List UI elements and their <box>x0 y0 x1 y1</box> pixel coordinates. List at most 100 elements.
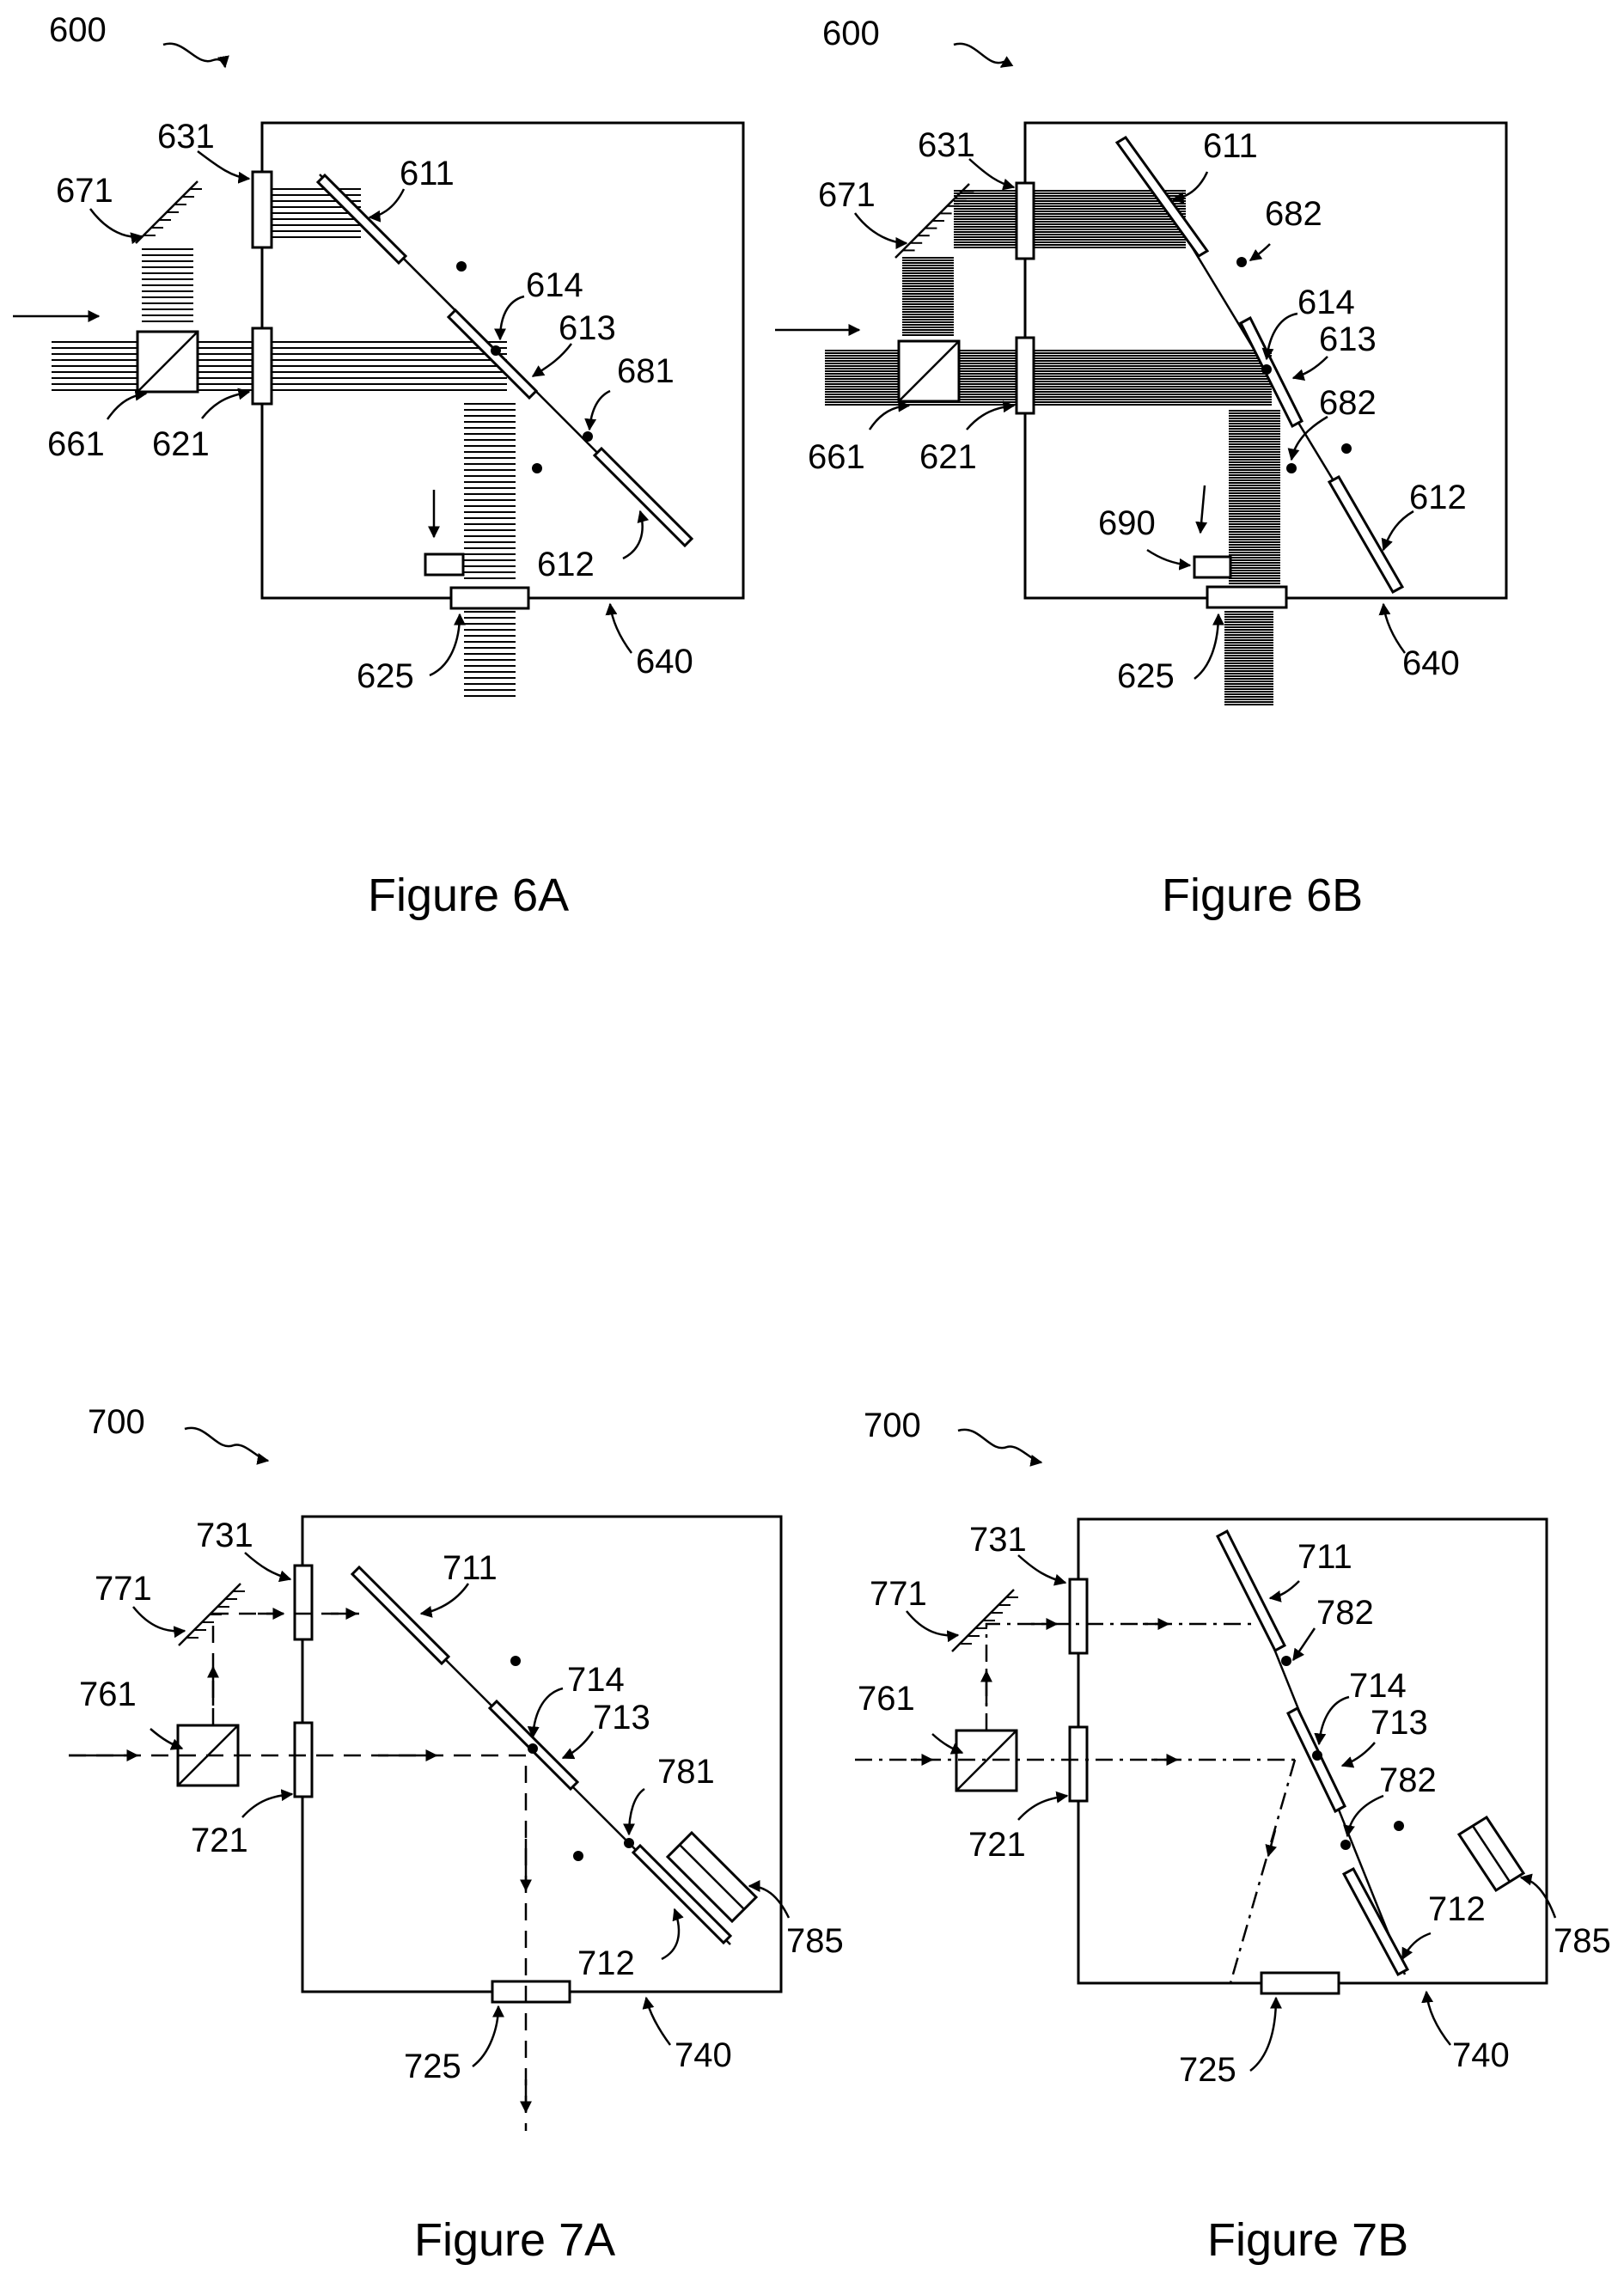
figure-7b: 700 731 711 771 782 761 714 713 782 721 … <box>855 1407 1611 2266</box>
figure-6a: 600 631 611 671 614 613 681 661 621 612 … <box>13 11 743 921</box>
label-714: 714 <box>1349 1667 1407 1705</box>
leader-611 <box>369 189 404 217</box>
squiggle-600 <box>163 44 225 67</box>
label-682b: 682 <box>1319 384 1377 422</box>
window-625 <box>1207 587 1286 607</box>
reflector-711 <box>1218 1531 1285 1651</box>
label-731: 731 <box>196 1517 253 1554</box>
label-625: 625 <box>357 657 414 695</box>
label-721: 721 <box>968 1826 1026 1864</box>
label-700: 700 <box>864 1407 921 1444</box>
label-612: 612 <box>537 546 595 583</box>
window-721 <box>1070 1727 1087 1801</box>
label-782b: 782 <box>1379 1761 1437 1799</box>
point-682 <box>456 261 467 272</box>
window-625 <box>451 588 528 608</box>
label-611: 611 <box>400 155 455 192</box>
leader-621 <box>202 392 249 418</box>
label-671: 671 <box>56 172 113 210</box>
label-682a: 682 <box>1265 195 1322 233</box>
label-640: 640 <box>636 643 693 681</box>
squiggle-700 <box>958 1430 1041 1462</box>
leader-782 <box>1293 1628 1315 1660</box>
point-783 <box>573 1851 583 1861</box>
reflector-711 <box>352 1567 449 1663</box>
window-731 <box>1070 1579 1087 1653</box>
leader-731 <box>1018 1555 1065 1583</box>
point-682b <box>1286 463 1297 473</box>
label-631: 631 <box>918 126 975 164</box>
point-614 <box>491 345 501 356</box>
leader-713 <box>1342 1743 1375 1766</box>
leader-740 <box>646 1998 670 2045</box>
mirror-671 <box>136 181 202 243</box>
squiggle-600 <box>954 44 1008 67</box>
label-613: 613 <box>1319 320 1377 358</box>
leader-771 <box>133 1607 185 1631</box>
leader-661 <box>870 406 909 430</box>
label-711: 711 <box>1297 1538 1352 1576</box>
label-761: 761 <box>79 1676 137 1713</box>
label-713: 713 <box>593 1699 650 1737</box>
leader-613 <box>1293 357 1328 378</box>
leader-725 <box>473 2006 498 2066</box>
output-arrow <box>1200 485 1205 533</box>
label-661: 661 <box>47 425 105 463</box>
label-611: 611 <box>1203 127 1258 165</box>
leader-625 <box>430 614 460 675</box>
leader-631 <box>969 159 1014 187</box>
leader-612 <box>623 511 643 559</box>
caption-figure-6a: Figure 6A <box>368 870 569 921</box>
leader-714 <box>533 1688 563 1737</box>
point-614 <box>1261 364 1272 375</box>
label-613: 613 <box>559 309 616 347</box>
point-714 <box>1312 1750 1322 1761</box>
leader-621 <box>967 406 1014 430</box>
point-782 <box>1281 1656 1291 1666</box>
window-725 <box>1261 1973 1339 1993</box>
point-783 <box>1394 1821 1404 1831</box>
label-712: 712 <box>1428 1890 1486 1928</box>
leader-785 <box>1521 1877 1555 1918</box>
figure-6b: 600 631 611 682 671 614 613 682 661 621 … <box>775 15 1506 921</box>
leader-785 <box>749 1886 789 1918</box>
label-712: 712 <box>577 1944 635 1982</box>
leader-781 <box>629 1789 644 1834</box>
leader-712 <box>1402 1933 1431 1959</box>
leader-725 <box>1250 1998 1276 2071</box>
leader-711 <box>421 1584 468 1614</box>
window-631 <box>253 172 272 247</box>
leader-782b <box>1347 1796 1383 1836</box>
leader-671 <box>90 209 142 237</box>
label-785: 785 <box>786 1922 844 1960</box>
point-682 <box>1236 257 1247 267</box>
label-612: 612 <box>1409 479 1467 516</box>
label-771: 771 <box>95 1570 152 1608</box>
beam-hatching <box>52 189 516 696</box>
point-615 <box>532 463 542 473</box>
window-731 <box>295 1566 312 1639</box>
label-600: 600 <box>49 11 107 49</box>
label-600: 600 <box>822 15 880 52</box>
caption-figure-7b: Figure 7B <box>1207 2214 1408 2266</box>
label-661: 661 <box>808 438 865 476</box>
point-615 <box>1341 443 1352 454</box>
window-725 <box>492 1981 570 2002</box>
label-725: 725 <box>1179 2051 1236 2089</box>
leader-613 <box>533 344 571 376</box>
leader-682 <box>1250 244 1270 260</box>
leader-690 <box>1147 550 1190 565</box>
beam-hatching <box>825 191 1280 705</box>
label-713: 713 <box>1371 1704 1428 1742</box>
leader-731 <box>245 1553 290 1579</box>
label-740: 740 <box>675 2036 732 2074</box>
point-782b <box>1340 1840 1351 1850</box>
window-621 <box>253 328 272 404</box>
leader-612 <box>1383 511 1413 550</box>
window-621 <box>1017 338 1034 413</box>
label-690: 690 <box>1098 504 1156 542</box>
label-771: 771 <box>870 1575 927 1613</box>
label-714: 714 <box>567 1661 625 1699</box>
label-725: 725 <box>404 2048 461 2085</box>
leader-721 <box>1018 1796 1067 1820</box>
